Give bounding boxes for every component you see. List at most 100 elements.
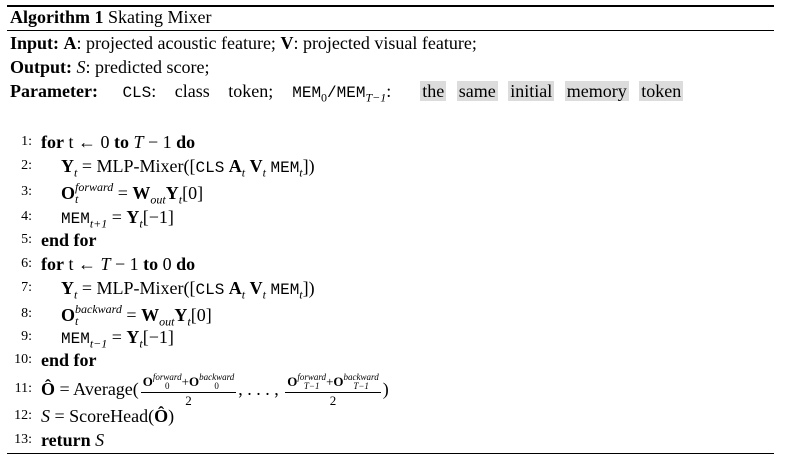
frac-plus: + <box>326 374 334 390</box>
param-mem: MEM <box>292 84 322 102</box>
line-number: 7: <box>21 280 32 295</box>
var-V: V <box>249 278 263 298</box>
sub-t: t <box>75 314 79 328</box>
algorithm-label: Algorithm 1 <box>10 7 104 27</box>
cls-token: CLS <box>195 281 225 299</box>
assign-arrow: ← <box>78 132 96 152</box>
close-paren: ) <box>168 406 175 426</box>
sub-t: t <box>262 165 266 180</box>
param-cls-desc: : class token; <box>151 81 274 101</box>
sub-t: t <box>75 192 79 206</box>
var-Y: Y <box>61 278 74 298</box>
loop-var: t <box>68 254 74 274</box>
frac-O: O <box>142 374 153 390</box>
sub-t: t <box>139 336 143 351</box>
parameter-line: Parameter: CLS: class token; MEM0/MEMT−1… <box>10 80 684 104</box>
mem-token: MEM <box>270 159 300 177</box>
close-paren: ) <box>382 379 389 399</box>
index: [−1] <box>142 327 174 347</box>
frac-sub-T-1: T−1 <box>303 381 320 392</box>
var-Y: Y <box>61 156 74 176</box>
input-v-desc: : projected visual feature; <box>293 33 477 53</box>
input-line: Input: A: projected acoustic feature; V:… <box>10 32 477 54</box>
param-desc-word: the <box>420 81 447 101</box>
sub-t: t <box>299 165 303 180</box>
top-rule <box>7 5 774 7</box>
code-line-6: for t ← T − 1 to 0 do <box>41 253 195 275</box>
frac-sup-backward: backward <box>199 372 235 383</box>
sub-t: t <box>74 165 78 180</box>
mem-token: MEM <box>270 281 300 299</box>
param-mem-slash: /MEM <box>327 84 366 102</box>
var-O-hat: Ô <box>154 406 169 426</box>
param-colon: : <box>386 81 392 101</box>
param-desc-word: token <box>639 81 684 101</box>
line-number: 4: <box>21 209 32 224</box>
var-Y: Y <box>126 327 140 347</box>
var-V: V <box>249 156 263 176</box>
code-line-5: end for <box>41 229 97 251</box>
sub-t: t <box>241 165 246 180</box>
var-A: A <box>228 278 242 298</box>
frac-sub-T-1: T−1 <box>353 381 369 392</box>
cls-token: CLS <box>195 159 225 177</box>
mlp-mixer-call: = MLP-Mixer([ <box>81 156 196 176</box>
close-bracket: ]) <box>302 278 315 298</box>
assign-arrow: ← <box>78 254 96 274</box>
sub-t: t <box>262 287 266 302</box>
param-desc-word: initial <box>508 81 555 101</box>
var-Y: Y <box>165 183 179 203</box>
keyword-do: do <box>176 254 196 274</box>
line-number: 10: <box>14 352 32 367</box>
bottom-rule <box>7 453 774 454</box>
var-Y: Y <box>126 207 140 227</box>
sub-t: t <box>187 314 191 329</box>
sub-t: t <box>74 287 78 302</box>
equals: = <box>111 327 122 347</box>
ellipsis: , . . . , <box>238 379 279 399</box>
code-line-12: S = ScoreHead(Ô) <box>41 405 174 427</box>
frac-denominator: 2 <box>185 393 192 409</box>
sub-t: t <box>139 216 143 231</box>
line-number: 13: <box>14 432 32 447</box>
frac-sub-0: 0 <box>165 381 170 392</box>
line-number: 3: <box>21 184 32 199</box>
code-line-13: return S <box>41 429 104 451</box>
var-Y: Y <box>174 305 188 325</box>
header-rule <box>7 30 774 31</box>
average-call: = Average( <box>59 379 139 399</box>
keyword-to: to <box>143 254 159 274</box>
equals: = <box>117 183 128 203</box>
code-line-2: Yt = MLP-Mixer([CLS At Vt MEMt]) <box>41 155 315 179</box>
keyword-do: do <box>176 132 196 152</box>
index: [0] <box>182 183 204 203</box>
input-a: A <box>63 33 77 53</box>
line-number: 12: <box>14 408 32 423</box>
line-number: 9: <box>21 329 32 344</box>
var-S: S <box>41 406 50 426</box>
code-line-10: end for <box>41 349 97 371</box>
frac-O: O <box>188 374 200 390</box>
algorithm-header: Algorithm 1 Skating Mixer <box>10 6 212 28</box>
line-number: 11: <box>14 381 32 396</box>
loop-end-rest: − 1 <box>148 132 172 152</box>
index: [0] <box>190 305 212 325</box>
var-O: O <box>61 305 76 325</box>
keyword-for: for <box>41 254 64 274</box>
equals: = <box>54 406 65 426</box>
loop-start-T: T <box>100 254 111 274</box>
var-O-hat: Ô <box>41 379 56 399</box>
input-a-desc: : projected acoustic feature; <box>76 33 276 53</box>
score-head-call: ScoreHead( <box>69 406 155 426</box>
index: [−1] <box>142 207 174 227</box>
code-line-4: MEMt+1 = Yt[−1] <box>41 206 174 230</box>
frac-sup-backward: backward <box>343 372 379 383</box>
param-desc-word: memory <box>564 81 629 101</box>
line-number: 2: <box>21 158 32 173</box>
parameter-label: Parameter: <box>10 81 98 101</box>
